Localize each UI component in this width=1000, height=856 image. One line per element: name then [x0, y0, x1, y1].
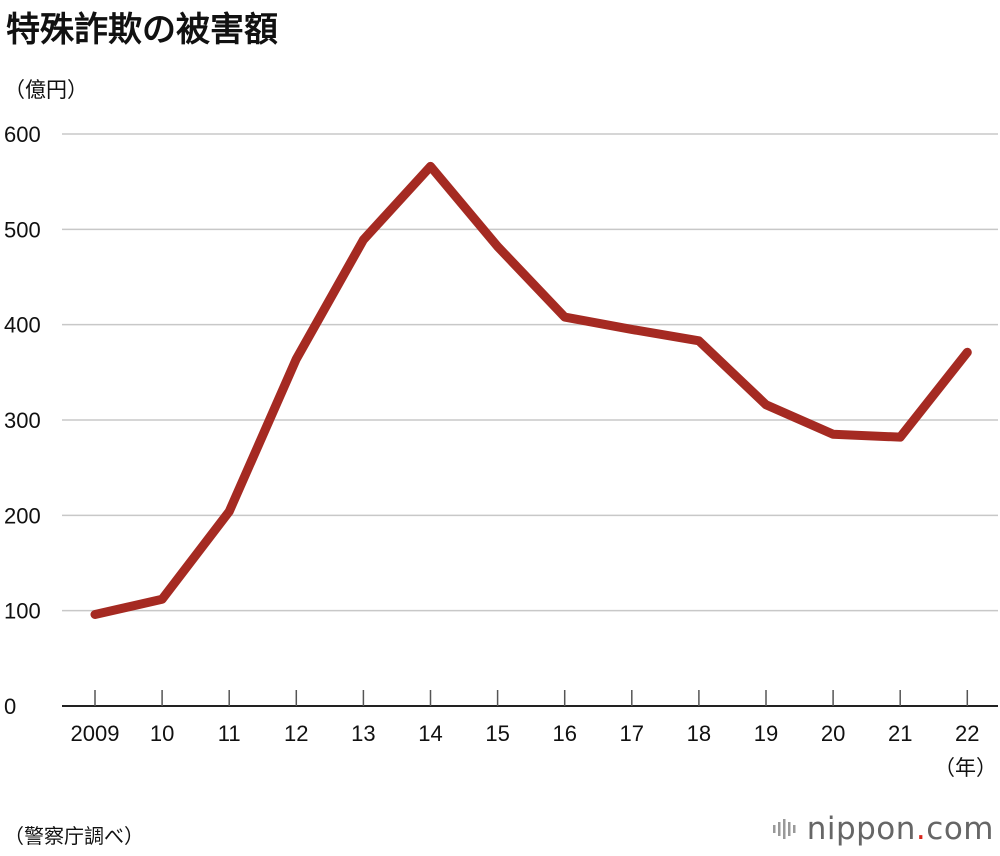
- series-line: [90, 161, 972, 619]
- y-tick-label: 0: [4, 694, 16, 719]
- y-tick-labels: 0 100 200 300 400 500 600: [4, 122, 41, 719]
- y-tick-label: 200: [4, 503, 41, 528]
- x-tick-label: 2009: [71, 721, 120, 746]
- x-tick-label: 14: [418, 721, 442, 746]
- y-tick-label: 300: [4, 408, 41, 433]
- x-tick-label: 22: [955, 721, 979, 746]
- x-tick-label: 12: [284, 721, 308, 746]
- x-axis-unit-label: （年）: [934, 756, 997, 780]
- brand-wordmark: nippon.com: [806, 811, 994, 847]
- x-tick-label: 19: [754, 721, 778, 746]
- x-tick-label: 18: [687, 721, 711, 746]
- x-tick-labels: 2009 10 11 12 13 14 15 16 17 18 19 20 21 22: [71, 721, 980, 746]
- brand-mark-icon: [772, 819, 796, 839]
- y-tick-label: 500: [4, 217, 41, 242]
- x-tick-label: 16: [552, 721, 576, 746]
- x-tick-label: 17: [620, 721, 644, 746]
- x-tick-label: 13: [351, 721, 375, 746]
- x-tick-label: 11: [218, 721, 241, 746]
- chart-title: 特殊詐欺の被害額: [6, 10, 278, 50]
- x-tick-label: 20: [821, 721, 845, 746]
- x-tick-label: 15: [485, 721, 509, 746]
- y-tick-label: 100: [4, 599, 41, 624]
- y-axis-unit-label: （億円）: [4, 78, 88, 102]
- x-tick-label: 10: [150, 721, 174, 746]
- source-note: （警察庁調べ）: [4, 824, 144, 848]
- brand-logo: nippon.com: [772, 811, 994, 847]
- y-tick-label: 400: [4, 313, 41, 338]
- x-tick-marks: [94, 690, 969, 706]
- y-tick-label: 600: [4, 122, 41, 147]
- x-tick-label: 21: [888, 721, 912, 746]
- grid-lines: [62, 133, 998, 612]
